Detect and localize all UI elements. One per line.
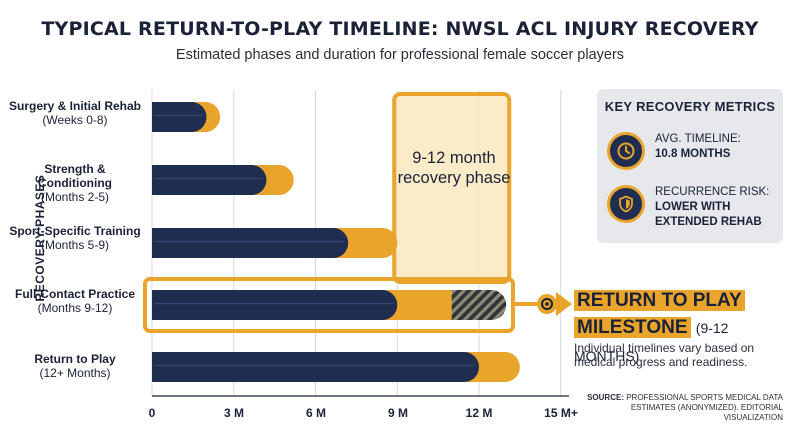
source-text: PROFESSIONAL SPORTS MEDICAL DATA ESTIMAT… xyxy=(626,393,783,422)
metric-value-line: EXTENDED REHAB xyxy=(655,216,762,228)
arrow-target-ring xyxy=(541,298,553,310)
metric-value-line: LOWER WITH xyxy=(655,201,731,213)
x-tick-label: 3 M xyxy=(223,406,245,420)
arrow-head xyxy=(556,292,572,316)
source-label: SOURCE: xyxy=(587,393,624,402)
clock-icon xyxy=(607,132,645,170)
shield-icon xyxy=(607,185,645,223)
category-label: Surgery & Initial Rehab (Weeks 0-8) xyxy=(8,99,142,127)
category-range: (Months 2-5) xyxy=(40,190,110,204)
metric-recurrence-risk: RECURRENCE RISK: LOWER WITH EXTENDED REH… xyxy=(607,183,783,230)
milestone-range: (9-12 MONTHS) xyxy=(574,320,729,364)
category-range: (Weeks 0-8) xyxy=(42,113,108,127)
category-name: Strength & Conditioning xyxy=(38,162,112,190)
category-label: Full-Contact Practice (Months 9-12) xyxy=(8,287,142,315)
source-note: SOURCE: PROFESSIONAL SPORTS MEDICAL DATA… xyxy=(578,393,783,423)
x-tick-label: 9 M xyxy=(387,406,409,420)
category-name: Sport-Specific Training xyxy=(9,224,141,238)
metric-value: 10.8 MONTHS xyxy=(655,148,731,160)
bar-segment-navy-start xyxy=(152,290,167,320)
metric-value: LOWER WITH EXTENDED REHAB xyxy=(655,200,762,230)
x-tick-label: 6 M xyxy=(305,406,327,420)
milestone-callout: RETURN TO PLAY MILESTONE (9-12 MONTHS) xyxy=(574,287,784,370)
recovery-phase-label: 9-12 month recovery phase xyxy=(397,149,511,187)
category-label: Strength & Conditioning (Months 2-5) xyxy=(8,162,142,204)
metric-avg-timeline: AVG. TIMELINE: 10.8 MONTHS xyxy=(607,130,783,174)
bar-segment-navy-start xyxy=(152,228,167,258)
highlight-band xyxy=(392,92,512,284)
highlight-row-outline xyxy=(143,277,515,333)
bar-segment-navy-start xyxy=(152,165,167,195)
metric-label: AVG. TIMELINE: xyxy=(655,133,741,145)
category-label: Return to Play (12+ Months) xyxy=(8,352,142,380)
bar-segment-navy-start xyxy=(152,102,167,132)
category-name: Full-Contact Practice xyxy=(14,287,136,301)
category-name: Surgery & Initial Rehab xyxy=(8,99,142,113)
metrics-title: KEY RECOVERY METRICS xyxy=(604,99,776,114)
milestone-note: Individual timelines vary based on medic… xyxy=(574,341,755,369)
bar-segment-navy-start xyxy=(152,352,167,382)
bar-segment-navy xyxy=(152,352,479,382)
milestone-line2: MILESTONE xyxy=(574,317,691,338)
category-range: (12+ Months) xyxy=(39,366,111,380)
metric-label: RECURRENCE RISK: xyxy=(655,186,770,198)
bar-segment-navy xyxy=(152,165,267,195)
category-range: (Months 5-9) xyxy=(40,238,110,252)
x-tick-label: 0 xyxy=(148,406,156,420)
x-tick-label: 12 M xyxy=(465,406,493,420)
chart-title: TYPICAL RETURN-TO-PLAY TIMELINE: NWSL AC… xyxy=(41,18,759,40)
chart-subtitle: Estimated phases and duration for profes… xyxy=(175,47,625,63)
milestone-line1: RETURN TO PLAY xyxy=(574,290,745,311)
bar-segment-navy xyxy=(152,228,349,258)
key-metrics-panel: KEY RECOVERY METRICS AVG. TIMELINE: 10.8… xyxy=(597,89,783,243)
category-range: (Months 9-12) xyxy=(37,301,113,315)
arrow-target-dot xyxy=(545,302,549,306)
x-tick-label: 15 M+ xyxy=(544,406,578,420)
category-label: Sport-Specific Training (Months 5-9) xyxy=(8,224,142,252)
bar-segment-navy xyxy=(152,290,398,320)
category-name: Return to Play xyxy=(34,352,116,366)
